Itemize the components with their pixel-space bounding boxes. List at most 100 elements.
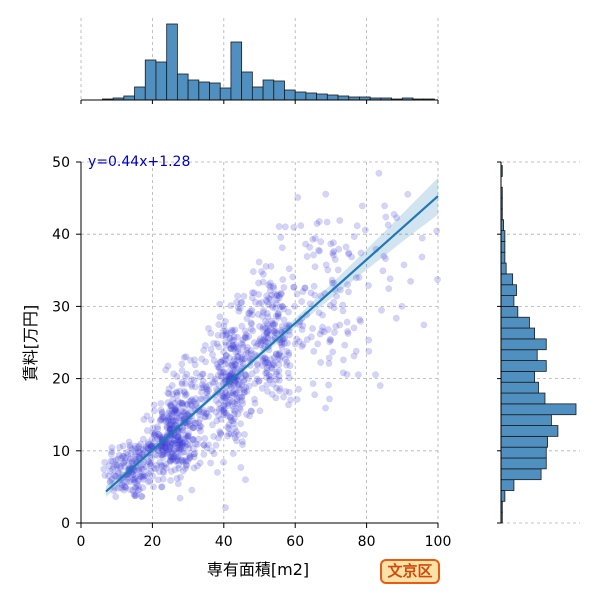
scatter-point [235,394,243,401]
scatter-point [314,340,322,348]
scatter-point [247,407,255,415]
scatter-point [267,295,275,303]
y-hist-bar [500,273,514,286]
scatter-point [159,475,167,483]
scatter-point [272,394,280,402]
scatter-point [171,406,179,414]
scatter-point [108,444,116,452]
scatter-point [299,340,307,348]
scatter-point [235,404,243,412]
scatter-point [136,463,144,471]
scatter-point [151,431,158,439]
scatter-point [170,453,178,460]
scatter-point [350,352,358,360]
scatter-point [261,317,269,325]
scatter-point [122,449,130,457]
scatter-point [274,351,282,359]
scatter-point [166,402,174,409]
scatter-point [255,258,263,266]
scatter-point [138,473,145,481]
scatter-point [115,451,123,459]
scatter-point [188,396,196,403]
scatter-point [225,373,233,380]
scatter-point [259,354,267,362]
scatter-point [173,457,181,465]
scatter-point [112,472,120,480]
scatter-point [228,326,236,334]
x-marginal-histogram [80,18,439,104]
scatter-point [199,370,207,378]
scatter-point [277,233,285,241]
x-hist-bar [209,82,221,101]
scatter-point [238,397,246,405]
scatter-point [326,395,333,403]
scatter-point [259,356,267,364]
scatter-point [130,490,138,498]
scatter-point [220,322,228,330]
scatter-point [163,423,171,431]
scatter-point [178,411,186,419]
scatter-point [315,246,322,254]
scatter-point [248,320,256,328]
scatter-point [172,421,180,429]
scatter-point [229,342,237,350]
scatter-point [407,277,415,285]
scatter-point [126,444,134,452]
scatter-point [227,372,235,380]
scatter-point [243,334,250,342]
scatter-point [390,210,398,218]
ward-badge: 文京区 [380,559,440,584]
scatter-point [224,423,232,431]
scatter-point [206,405,214,413]
scatter-point [286,331,293,339]
scatter-point [178,378,186,386]
scatter-point [181,391,189,399]
scatter-point [236,386,244,393]
scatter-point [190,376,198,384]
scatter-point [177,434,185,442]
scatter-point [309,325,316,332]
scatter-point [174,433,182,440]
scatter-point [285,349,293,357]
scatter-point [182,432,190,439]
scatter-point [231,434,239,442]
scatter-point [165,446,173,454]
scatter-point [275,223,283,230]
scatter-point [230,333,238,341]
scatter-point [328,279,336,287]
scatter-point [107,450,115,458]
scatter-point [179,400,187,408]
scatter-point [324,326,332,333]
scatter-point [130,475,137,483]
scatter-point [242,384,250,391]
scatter-point [139,446,147,454]
scatter-point [138,492,146,500]
scatter-point [158,451,166,459]
y-hist-bar [500,284,517,296]
scatter-point [194,440,201,448]
scatter-point [243,387,251,395]
scatter-point [247,325,255,333]
scatter-point [227,345,235,353]
y-hist-bar [500,381,539,394]
scatter-point [264,327,272,335]
scatter-point [280,316,288,324]
scatter-point [223,373,231,381]
scatter-point [216,365,223,373]
scatter-point [218,389,226,397]
scatter-point [237,464,245,471]
scatter-point [157,444,165,452]
scatter-point [279,335,287,343]
scatter-point [434,276,441,283]
scatter-point [183,370,191,378]
scatter-point [109,457,117,465]
scatter-point [173,389,181,397]
scatter-point [173,445,181,452]
y-hist-bar [500,403,577,416]
scatter-point [218,374,226,381]
scatter-point [200,346,208,354]
scatter-point [152,432,160,440]
scatter-point [179,440,187,448]
scatter-point [209,379,217,387]
scatter-point [330,279,338,287]
